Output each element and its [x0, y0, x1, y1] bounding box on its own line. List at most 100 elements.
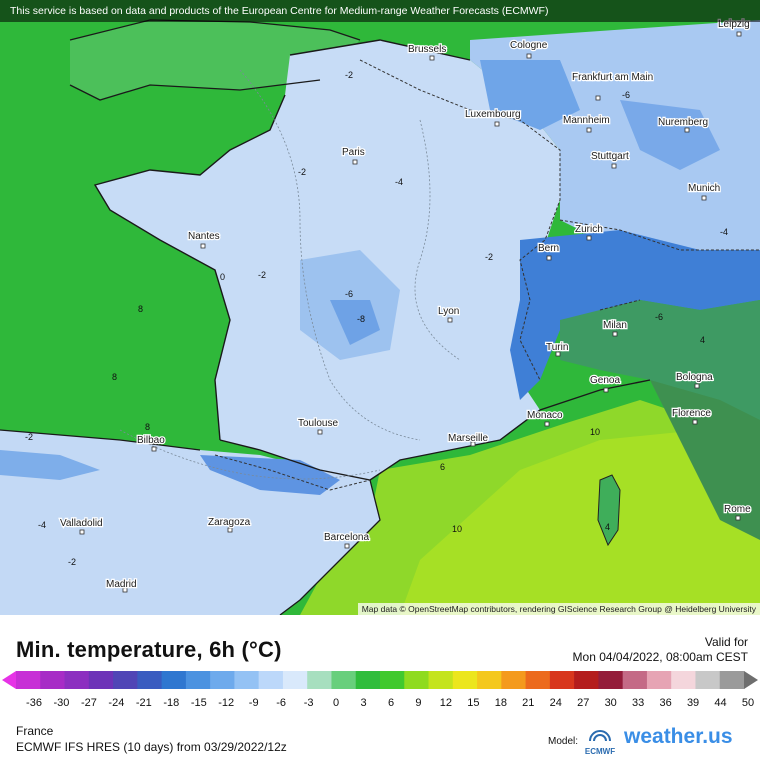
temperature-colorbar [2, 671, 758, 689]
city-marseille[interactable]: Marseille [447, 432, 490, 447]
england-coastline [69, 19, 361, 101]
city-monaco[interactable]: Monaco [526, 409, 564, 427]
city-zurich[interactable]: Zurich [574, 223, 604, 241]
colorbar-tick-label: 30 [604, 697, 617, 709]
city-barcelona[interactable]: Barcelona [323, 531, 371, 549]
svg-text:Stuttgart: Stuttgart [591, 151, 629, 162]
city-lyon[interactable]: Lyon [437, 305, 461, 323]
colorbar-swatch [16, 671, 41, 689]
colorbar-swatch [501, 671, 527, 689]
city-frankfurt[interactable]: Frankfurt am Main [571, 71, 654, 101]
svg-text:Bologna: Bologna [676, 372, 713, 383]
colorbar-tick-label: 39 [686, 697, 700, 709]
colorbar-tick-label: -3 [303, 697, 314, 709]
colorbar-swatch [380, 671, 405, 689]
city-cologne[interactable]: Cologne [509, 39, 549, 59]
massif-central-coldest [330, 300, 380, 345]
colorbar-swatch [671, 671, 696, 689]
isoline-label: 0 [220, 272, 225, 282]
colorbar-swatch [598, 671, 624, 689]
colorbar-swatch [404, 671, 430, 689]
colorbar-tick-label: 21 [522, 697, 535, 709]
city-florence[interactable]: Florence [671, 407, 713, 425]
colorbar-tick-label: 18 [494, 697, 507, 709]
isoline-label: -4 [395, 177, 403, 187]
colorbar-swatch [234, 671, 260, 689]
isoline-label: -2 [258, 270, 266, 280]
svg-text:Paris: Paris [342, 147, 365, 158]
city-genoa[interactable]: Genoa [589, 374, 622, 393]
colorbar-swatch [525, 671, 551, 689]
colorbar-tick-label: 24 [549, 697, 562, 709]
isoline-label: -2 [68, 557, 76, 567]
svg-text:Luxembourg: Luxembourg [465, 109, 521, 120]
legend-footer: Min. temperature, 6h (°C) Valid for Mon … [0, 615, 760, 760]
colorbar-tick-label: 44 [714, 697, 727, 709]
svg-text:Barcelona: Barcelona [324, 532, 369, 543]
city-bologna[interactable]: Bologna [675, 371, 714, 389]
city-nuremberg[interactable]: Nuremberg [657, 116, 709, 133]
city-luxembourg[interactable]: Luxembourg [464, 108, 522, 127]
city-turin[interactable]: Turin [545, 341, 570, 357]
weather-us-logo[interactable]: weather.us [624, 725, 733, 748]
mediterranean-warm-area [400, 430, 760, 615]
west-germany-colder [480, 60, 580, 130]
ecmwf-logo: ECMWF [585, 730, 615, 756]
city-mannheim[interactable]: Mannheim [562, 114, 611, 133]
svg-text:Toulouse: Toulouse [298, 418, 338, 429]
colorbar-tick-label: -9 [248, 697, 259, 709]
city-munich[interactable]: Munich [687, 182, 722, 201]
city-milan[interactable]: Milan [602, 319, 628, 337]
colorbar-swatch [719, 671, 745, 689]
city-stuttgart[interactable]: Stuttgart [590, 150, 630, 169]
colorbar-swatch [185, 671, 211, 689]
svg-text:Rome: Rome [724, 504, 751, 515]
bavaria-cold [620, 100, 720, 170]
city-zaragoza[interactable]: Zaragoza [207, 516, 252, 533]
isoline-label: -2 [485, 252, 493, 262]
city-nantes[interactable]: Nantes [187, 230, 221, 249]
country-borders [214, 59, 760, 491]
forecast-map[interactable]: -2 -2 -4 -2 -6 -8 -2 0 8 8 10 10 4 -4 -6… [0, 0, 760, 615]
corsica-island [597, 474, 621, 547]
colorbar-tick-label: 3 [360, 697, 367, 709]
colorbar-swatch [210, 671, 235, 689]
po-valley-area [560, 300, 760, 420]
colorbar-tick-label: -6 [276, 697, 287, 709]
city-paris[interactable]: Paris [341, 146, 366, 165]
colorbar-tick-label: -36 [26, 697, 42, 709]
svg-text:Genoa: Genoa [590, 375, 620, 386]
isoline-label: -6 [655, 312, 663, 322]
colorbar-swatch [282, 671, 308, 689]
colorbar-swatch [549, 671, 575, 689]
colorbar-tick-label: 15 [467, 697, 480, 709]
svg-text:Milan: Milan [603, 320, 627, 331]
svg-text:Florence: Florence [672, 408, 711, 419]
isoline-label: -8 [357, 314, 365, 324]
colorbar-tick-label: 12 [439, 697, 453, 709]
city-rome[interactable]: Rome [723, 503, 752, 521]
colorbar-min-arrow [2, 671, 16, 689]
map-attribution: Map data © OpenStreetMap contributors, r… [357, 603, 760, 616]
city-bern[interactable]: Bern [537, 242, 560, 261]
svg-text:Madrid: Madrid [106, 579, 137, 590]
coastline [93, 39, 651, 481]
svg-text:Cologne: Cologne [510, 40, 548, 51]
city-brussels[interactable]: Brussels [407, 43, 448, 61]
city-madrid[interactable]: Madrid [105, 578, 138, 593]
svg-text:Valladolid: Valladolid [60, 518, 103, 529]
colorbar-tick-label: 6 [387, 697, 395, 709]
colorbar-tick-label: 9 [415, 697, 422, 709]
colorbar-swatch [113, 671, 138, 689]
isotherm-line [239, 69, 421, 441]
colorbar-tick-label: -27 [80, 697, 97, 709]
city-bilbao[interactable]: Bilbao [136, 434, 166, 452]
isoline-label: -6 [345, 289, 353, 299]
svg-text:Lyon: Lyon [438, 306, 459, 317]
colorbar-swatch [137, 671, 163, 689]
region-name: France [16, 724, 54, 738]
svg-text:Nuremberg: Nuremberg [658, 117, 708, 128]
city-toulouse[interactable]: Toulouse [297, 417, 340, 435]
city-valladolid[interactable]: Valladolid [59, 517, 104, 535]
svg-text:Munich: Munich [688, 183, 720, 194]
